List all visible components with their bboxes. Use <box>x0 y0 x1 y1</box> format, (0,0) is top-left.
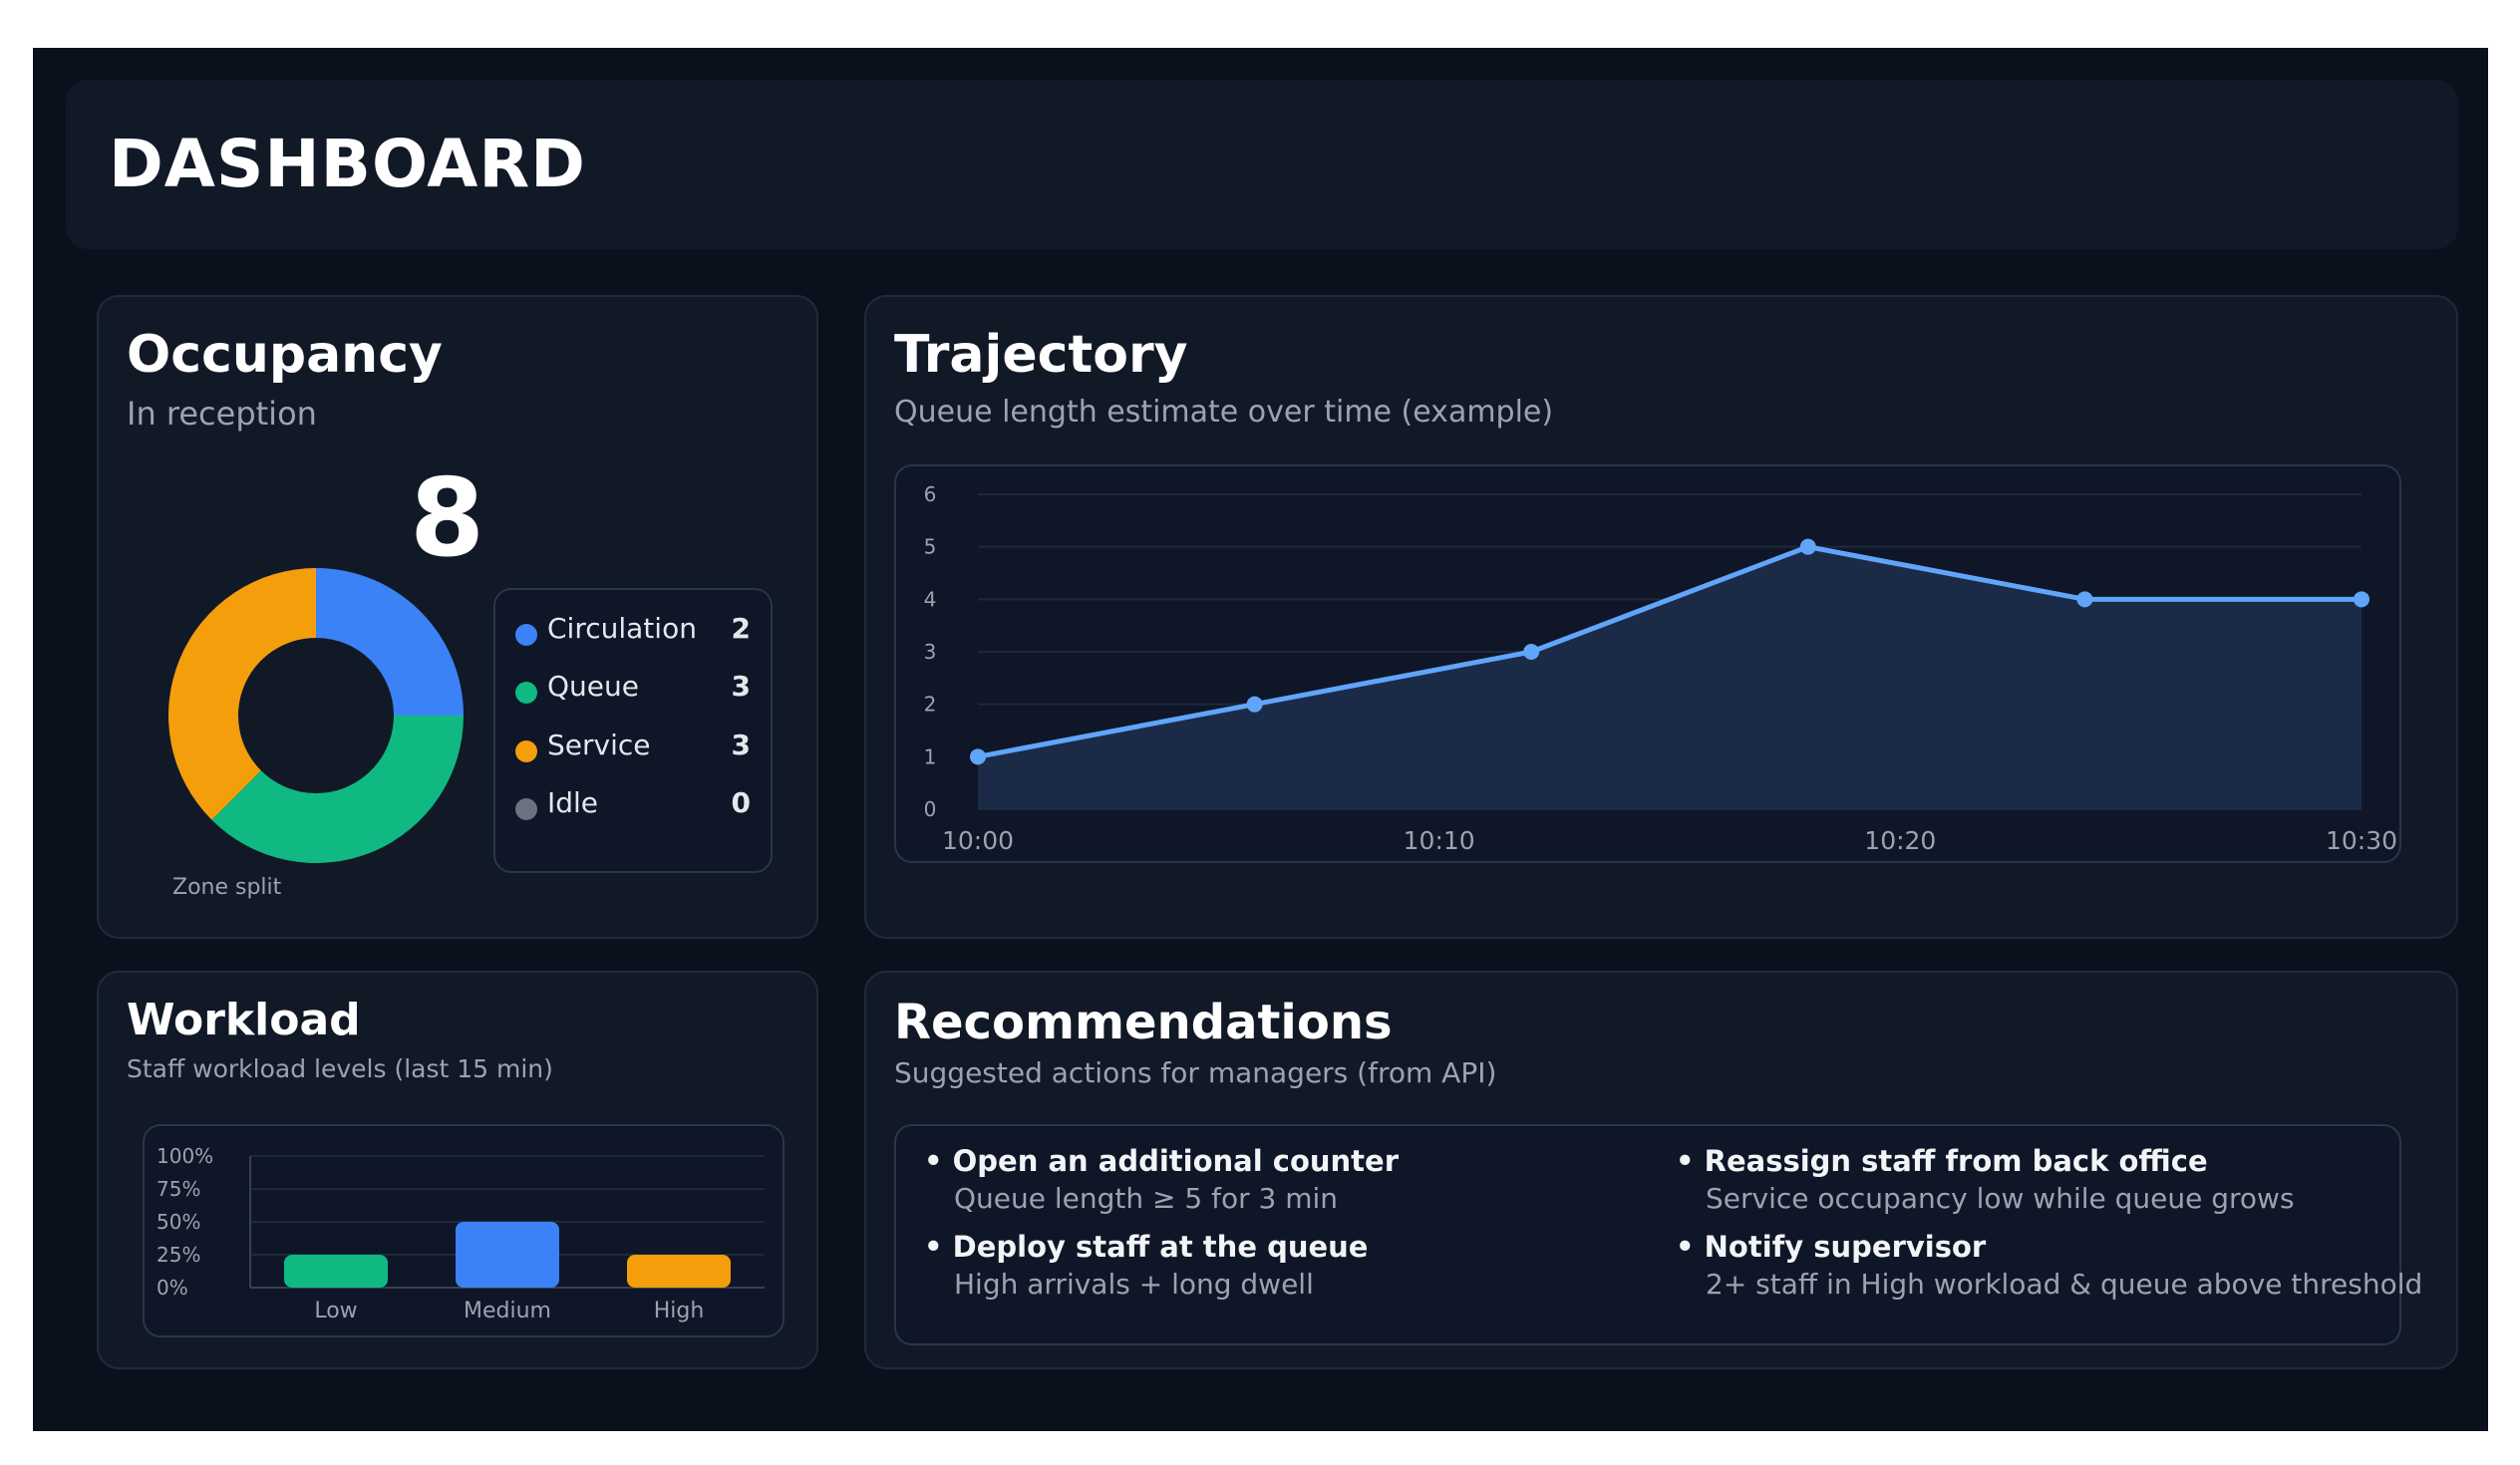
x-tick-label: 10:00 <box>942 826 1014 855</box>
y-tick-label: 50% <box>157 1210 200 1234</box>
recommendation-detail: High arrivals + long dwell <box>954 1268 1314 1301</box>
x-tick-label: 10:10 <box>1404 826 1475 855</box>
legend-value: 3 <box>731 670 751 703</box>
occupancy-title: Occupancy <box>127 325 443 385</box>
trajectory-line <box>977 544 2362 759</box>
workload-title: Workload <box>127 995 361 1045</box>
legend-label: Idle <box>547 786 599 819</box>
legend-dot <box>515 740 537 762</box>
trajectory-chart-panel: 0 1 2 3 4 5 6 10:00 10:10 10:20 10:30 <box>894 464 2401 863</box>
occupancy-count: 8 <box>410 456 485 581</box>
donut-slice-queue <box>211 716 464 863</box>
legend-value: 3 <box>731 729 751 761</box>
y-tick-label: 25% <box>157 1243 200 1267</box>
bar-medium <box>456 1222 559 1288</box>
zone-split-donut <box>168 568 464 863</box>
legend-label: Circulation <box>547 612 697 645</box>
trajectory-point <box>1799 538 1816 555</box>
y-tick-label: 5 <box>924 535 937 559</box>
donut-caption: Zone split <box>172 875 282 900</box>
recommendation-title: • Notify supervisor <box>1676 1230 1987 1264</box>
x-tick-label: 10:30 <box>2326 826 2397 855</box>
y-tick-label: 75% <box>157 1177 200 1201</box>
legend-dot <box>515 682 537 704</box>
trajectory-point <box>1523 644 1540 660</box>
trajectory-area <box>978 546 2362 809</box>
header-bar: DASHBOARD <box>66 80 2458 249</box>
workload-card: Workload Staff workload levels (last 15 … <box>97 971 818 1369</box>
recommendation-title: • Reassign staff from back office <box>1676 1144 2208 1178</box>
recommendation-detail: Queue length ≥ 5 for 3 min <box>954 1182 1339 1215</box>
x-tick-label: High <box>654 1299 705 1323</box>
occupancy-card: Occupancy In reception 8 Zone split Circ… <box>97 295 818 939</box>
trajectory-point <box>2076 591 2093 608</box>
recommendation-detail: Service occupancy low while queue grows <box>1706 1182 2295 1215</box>
recommendation-title: • Deploy staff at the queue <box>924 1230 1369 1264</box>
donut-slice-service <box>168 568 316 820</box>
legend-dot <box>515 798 537 820</box>
x-tick-label: 10:20 <box>1864 826 1936 855</box>
trajectory-title: Trajectory <box>894 325 1188 385</box>
recommendations-panel: • Open an additional counter Queue lengt… <box>894 1124 2422 1345</box>
recommendation-title: • Open an additional counter <box>924 1144 1400 1178</box>
trajectory-chart: 0 1 2 3 4 5 6 10:00 10:10 10:20 10:30 <box>924 482 2397 855</box>
occupancy-legend: Circulation 2 Queue 3 Service 3 Idle 0 <box>493 588 773 873</box>
y-tick-label: 0 <box>924 797 937 821</box>
y-tick-label: 6 <box>924 482 937 506</box>
y-tick-label: 1 <box>924 744 937 768</box>
y-tick-label: 2 <box>924 693 937 717</box>
trajectory-card: Trajectory Queue length estimate over ti… <box>864 295 2458 939</box>
workload-chart-panel: 0% 25% 50% 75% 100% Low Medium High <box>143 1124 785 1337</box>
legend-dot <box>515 624 537 646</box>
bar-low <box>284 1255 388 1288</box>
trajectory-point <box>2354 591 2369 608</box>
trajectory-subtitle: Queue length estimate over time (example… <box>894 395 1554 430</box>
workload-chart: 0% 25% 50% 75% 100% Low Medium High <box>157 1144 765 1323</box>
y-tick-label: 4 <box>924 587 937 611</box>
trajectory-point <box>970 748 986 765</box>
recommendations-subtitle: Suggested actions for managers (from API… <box>894 1056 1497 1089</box>
bar-high <box>627 1255 731 1288</box>
recommendations-card: Recommendations Suggested actions for ma… <box>864 971 2458 1369</box>
legend-label: Service <box>547 729 651 761</box>
y-tick-label: 100% <box>157 1144 213 1168</box>
recommendations-title: Recommendations <box>894 995 1393 1050</box>
legend-value: 2 <box>731 612 751 645</box>
x-tick-label: Medium <box>464 1299 551 1323</box>
y-tick-label: 0% <box>157 1276 188 1300</box>
donut-slice-circulation <box>316 568 464 716</box>
workload-subtitle: Staff workload levels (last 15 min) <box>127 1054 553 1083</box>
y-tick-label: 3 <box>924 640 937 664</box>
occupancy-subtitle: In reception <box>127 395 317 433</box>
legend-value: 0 <box>731 786 751 819</box>
recommendation-detail: 2+ staff in High workload & queue above … <box>1706 1268 2423 1301</box>
x-tick-label: Low <box>314 1299 357 1323</box>
legend-label: Queue <box>547 670 639 703</box>
trajectory-point <box>1246 696 1263 713</box>
dashboard-frame: DASHBOARD Occupancy In reception 8 Zone … <box>33 48 2488 1431</box>
page-title: DASHBOARD <box>109 126 586 202</box>
